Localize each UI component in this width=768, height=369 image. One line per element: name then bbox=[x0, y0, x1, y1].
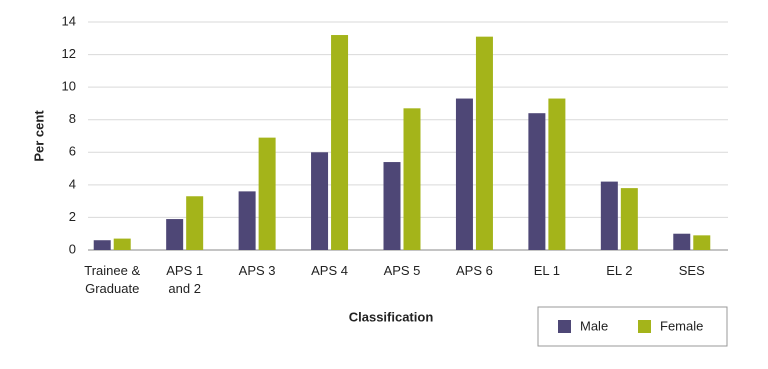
bar bbox=[475, 36, 493, 251]
legend-swatch bbox=[638, 320, 651, 333]
legend-swatch bbox=[558, 320, 571, 333]
y-tick-label: 2 bbox=[69, 209, 76, 224]
x-tick-label: APS 4 bbox=[311, 263, 348, 278]
bar bbox=[455, 98, 473, 251]
bar bbox=[238, 191, 256, 250]
legend-label: Male bbox=[580, 318, 608, 333]
y-tick-label: 10 bbox=[62, 79, 76, 94]
bar bbox=[528, 113, 546, 250]
bar bbox=[166, 219, 184, 250]
bar bbox=[113, 238, 131, 250]
x-tick-label: APS 5 bbox=[384, 263, 421, 278]
bar bbox=[693, 235, 711, 250]
bar bbox=[93, 240, 111, 250]
x-tick-label: APS 1 and 2 bbox=[166, 263, 203, 296]
bar bbox=[403, 108, 421, 250]
y-tick-label: 12 bbox=[62, 46, 76, 61]
bar bbox=[383, 162, 401, 250]
y-tick-label: 4 bbox=[69, 176, 76, 191]
x-tick-label: Trainee & Graduate bbox=[84, 263, 140, 296]
y-axis-label: Per cent bbox=[31, 110, 46, 162]
y-tick-label: 6 bbox=[69, 144, 76, 159]
bar bbox=[548, 98, 566, 251]
bar bbox=[311, 152, 329, 250]
y-tick-label: 0 bbox=[69, 241, 76, 256]
x-tick-label: SES bbox=[679, 263, 705, 278]
x-tick-label: APS 3 bbox=[239, 263, 276, 278]
bar bbox=[331, 35, 349, 251]
bar bbox=[258, 137, 276, 250]
x-tick-label: EL 1 bbox=[534, 263, 560, 278]
x-tick-label: EL 2 bbox=[606, 263, 632, 278]
x-axis-label: Classification bbox=[349, 309, 434, 324]
bar bbox=[600, 181, 618, 250]
bar bbox=[620, 188, 638, 250]
legend-label: Female bbox=[660, 318, 703, 333]
x-tick-label: APS 6 bbox=[456, 263, 493, 278]
bar bbox=[673, 233, 691, 250]
bar bbox=[186, 196, 204, 250]
y-tick-label: 14 bbox=[62, 13, 76, 28]
y-tick-label: 8 bbox=[69, 111, 76, 126]
